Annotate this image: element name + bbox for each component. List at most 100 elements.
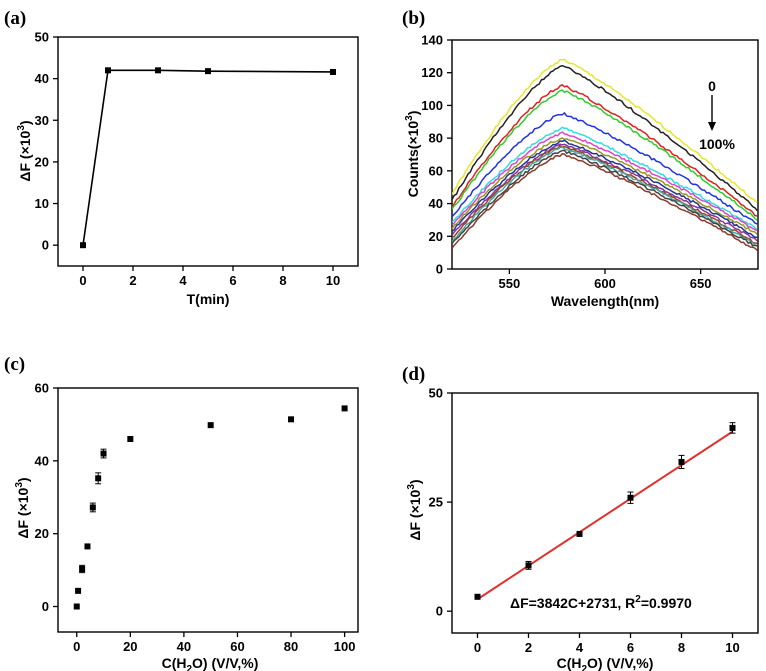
y-tick-label: 60 bbox=[429, 163, 443, 178]
x-tick-label: 6 bbox=[229, 273, 236, 288]
data-point bbox=[525, 562, 532, 569]
x-tick-label: 8 bbox=[678, 640, 685, 655]
y-tick-label: 50 bbox=[35, 30, 49, 45]
axis-ticks: 0 2 4 6 8 10 0 25 50 bbox=[429, 386, 740, 656]
x-tick-label: 550 bbox=[499, 276, 521, 291]
x-tick-label: 600 bbox=[594, 276, 616, 291]
axis-ticks: 0 2 4 6 8 10 0 10 20 30 40 50 bbox=[35, 30, 341, 289]
x-tick-label: 40 bbox=[177, 639, 191, 654]
x-tick-label: 100 bbox=[334, 639, 356, 654]
y-tick-label: 25 bbox=[429, 495, 443, 510]
spectrum-s13 bbox=[452, 149, 758, 247]
x-tick-label: 0 bbox=[73, 639, 80, 654]
data-point bbox=[205, 68, 211, 75]
spectrum-0pct bbox=[452, 58, 758, 204]
data-point bbox=[84, 543, 91, 550]
y-tick-label: 10 bbox=[35, 196, 49, 211]
plot-frame bbox=[57, 387, 359, 633]
y-tick-label: 0 bbox=[436, 262, 443, 277]
x-tick-label: 2 bbox=[129, 273, 136, 288]
x-tick-label: 4 bbox=[179, 273, 187, 288]
spectrum-s4 bbox=[452, 89, 758, 221]
panel-d: (d) 0 2 4 6 8 10 0 25 50 C(H2O) (V/V,%) ΔF (×103… bbox=[402, 364, 759, 671]
spectrum-s12 bbox=[452, 146, 758, 247]
x-tick-label: 8 bbox=[279, 273, 286, 288]
y-tick-label: 140 bbox=[421, 33, 443, 48]
y-axis-label: ΔF (×103) bbox=[14, 477, 31, 538]
data-point bbox=[729, 424, 736, 431]
spectrum-s9 bbox=[452, 139, 758, 239]
panel-label-a: (a) bbox=[4, 8, 26, 29]
axis-ticks: 550 600 650 0 20 40 60 80 100 120 140 bbox=[421, 33, 711, 292]
x-axis-label: C(H2O) (V/V,%) bbox=[557, 655, 654, 671]
y-axis-label: ΔF (×103) bbox=[16, 120, 33, 181]
fit-equation: ΔF=3842C+2731, R2=0.9970 bbox=[510, 594, 692, 611]
x-tick-label: 10 bbox=[326, 273, 340, 288]
plot-frame bbox=[57, 36, 359, 267]
data-point bbox=[80, 242, 86, 249]
x-axis-label: T(min) bbox=[187, 291, 230, 307]
x-tick-label: 20 bbox=[123, 639, 137, 654]
data-point bbox=[155, 67, 161, 74]
spectrum-s2 bbox=[452, 64, 758, 212]
annotation-end: 100% bbox=[699, 136, 735, 152]
annotation-start: 0 bbox=[708, 78, 716, 94]
y-tick-label: 120 bbox=[421, 65, 443, 80]
x-tick-label: 4 bbox=[576, 640, 584, 655]
plot-frame bbox=[451, 39, 759, 270]
y-tick-label: 50 bbox=[429, 386, 443, 401]
data-marks bbox=[73, 405, 348, 610]
data-point bbox=[89, 504, 96, 511]
y-tick-label: 0 bbox=[42, 599, 49, 614]
data-point bbox=[79, 565, 86, 572]
spectra-curves bbox=[452, 58, 758, 251]
data-point bbox=[127, 435, 134, 442]
spectrum-s7 bbox=[452, 131, 758, 232]
y-tick-label: 0 bbox=[42, 238, 49, 253]
axis-ticks: 0 20 40 60 80 100 0 20 40 60 bbox=[35, 381, 356, 655]
x-tick-label: 80 bbox=[284, 639, 298, 654]
panel-b: (b) 550 600 650 0 20 40 60 80 100 120 140 Waveleng… bbox=[402, 8, 759, 309]
panel-c: (c) 0 20 40 60 80 100 0 20 40 60 C(H2O) (V/V,%) Δ… bbox=[4, 354, 359, 671]
data-point bbox=[474, 593, 481, 600]
y-tick-label: 20 bbox=[35, 154, 49, 169]
y-tick-label: 40 bbox=[35, 71, 49, 86]
data-point bbox=[95, 475, 102, 482]
y-tick-label: 80 bbox=[429, 131, 443, 146]
data-point bbox=[341, 405, 348, 412]
data-point bbox=[75, 587, 82, 594]
x-tick-label: 0 bbox=[79, 273, 86, 288]
x-tick-label: 2 bbox=[525, 640, 532, 655]
x-tick-label: 10 bbox=[725, 640, 739, 655]
y-tick-label: 20 bbox=[429, 229, 443, 244]
x-tick-label: 0 bbox=[474, 640, 481, 655]
fit-line bbox=[476, 430, 734, 601]
data-marks bbox=[80, 67, 336, 249]
data-point bbox=[105, 67, 111, 74]
y-tick-label: 60 bbox=[35, 381, 49, 396]
spectrum-s8 bbox=[452, 137, 758, 235]
y-tick-label: 30 bbox=[35, 113, 49, 128]
panel-label-d: (d) bbox=[402, 364, 425, 385]
y-tick-label: 40 bbox=[429, 196, 443, 211]
data-point bbox=[627, 494, 634, 501]
panel-label-c: (c) bbox=[4, 354, 25, 375]
data-point bbox=[288, 416, 295, 423]
panel-label-b: (b) bbox=[402, 8, 425, 29]
plot-frame bbox=[451, 392, 759, 634]
y-axis-label: Counts(×103) bbox=[404, 111, 421, 198]
y-tick-label: 20 bbox=[35, 526, 49, 541]
y-tick-label: 100 bbox=[421, 98, 443, 113]
x-axis-label: C(H2O) (V/V,%) bbox=[162, 655, 259, 671]
spectrum-100pct bbox=[452, 153, 758, 251]
x-tick-label: 60 bbox=[230, 639, 244, 654]
data-point bbox=[207, 422, 214, 429]
x-tick-label: 6 bbox=[627, 640, 634, 655]
x-tick-label: 650 bbox=[690, 276, 712, 291]
y-axis-label: ΔF (×103) bbox=[406, 479, 423, 540]
data-point bbox=[100, 450, 107, 457]
data-point bbox=[678, 458, 685, 465]
spectrum-s6 bbox=[452, 126, 758, 231]
annotation-arrow-head bbox=[708, 122, 716, 131]
